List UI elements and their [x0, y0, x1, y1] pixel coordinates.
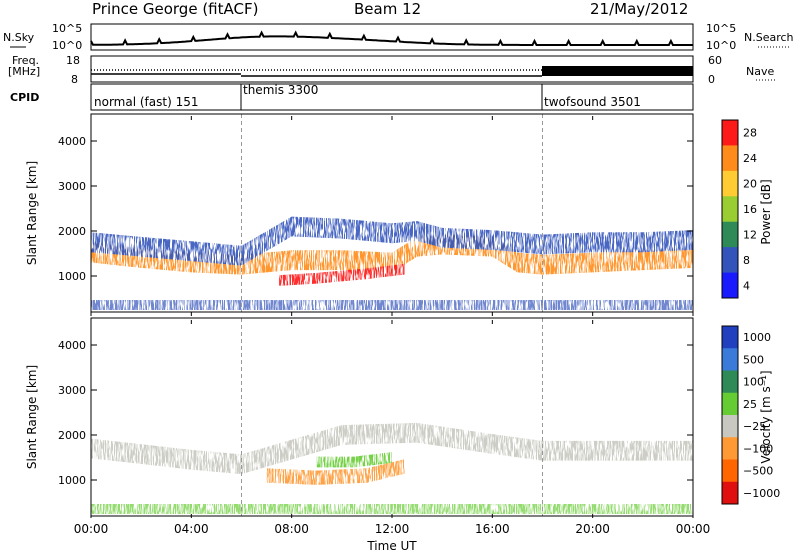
station-title: Prince George (fitACF): [92, 0, 258, 18]
velocity-ylabel: Slant Range [km]: [25, 365, 39, 469]
freq-label-1: Freq.: [12, 54, 39, 67]
cpid-normal: normal (fast) 151: [94, 95, 198, 109]
x-tick-label: 08:00: [274, 522, 309, 536]
x-tick-label: 04:00: [174, 522, 209, 536]
cpid-themis: themis 3300: [243, 83, 318, 97]
velocity-colorbar-swatch: [722, 459, 738, 483]
noise-tick-bottom-left: 10^0: [52, 39, 82, 52]
power-colorbar-swatch: [722, 196, 738, 223]
y-tick-label: 4000: [58, 135, 86, 148]
noise-tick-top-right: 10^5: [706, 22, 736, 35]
power-colorbar-swatch: [722, 272, 738, 299]
x-axis-label: Time UT: [366, 539, 417, 553]
velocity-colorbar: 1000 500 100 25 −25 −100 −500 −1000: [721, 325, 780, 505]
cpid-label: CPID: [10, 91, 39, 104]
y-tick-label: 1000: [58, 270, 86, 283]
velocity-colorbar-swatch: [722, 415, 738, 438]
power-colorbar-tick: 24: [743, 152, 757, 165]
power-plot-area: [91, 114, 693, 312]
freq-tick-18: 18: [66, 54, 80, 67]
power-colorbar-tick: 16: [743, 203, 757, 216]
velocity-colorbar-tick: 1000: [743, 331, 771, 344]
velocity-colorbar-label: Velocity [m s⁻¹]: [759, 370, 773, 463]
date-title: 21/May/2012: [590, 0, 688, 18]
power-colorbar-tick: 20: [743, 178, 757, 191]
velocity-colorbar-swatch: [722, 392, 738, 416]
velocity-colorbar-tick: 500: [743, 353, 764, 366]
power-colorbar-swatch: [722, 170, 738, 197]
power-ylabel: Slant Range [km]: [25, 161, 39, 265]
power-colorbar-tick: 4: [743, 279, 750, 292]
noise-tick-top-left: 10^5: [52, 22, 82, 35]
freq-strip: Freq. [MHz] 18 8 60 0 Nave: [8, 54, 776, 86]
velocity-colorbar-swatch: [722, 370, 738, 394]
y-tick-label: 2000: [58, 429, 86, 442]
freq-label-2: [MHz]: [8, 65, 40, 78]
power-colorbar-swatch: [722, 120, 738, 146]
velocity-colorbar-swatch: [722, 437, 738, 460]
velocity-panel: Slant Range [km] 1000 2000 3000 4000 1000 50…: [25, 317, 780, 517]
velocity-band-2: [316, 452, 392, 468]
beam-title: Beam 12: [354, 0, 421, 18]
velocity-plot-area: [91, 318, 693, 516]
power-band-1: [91, 216, 693, 266]
power-colorbar-label: Power [dB]: [759, 179, 773, 244]
noise-tick-bottom-right: 10^0: [706, 39, 736, 52]
velocity-colorbar-tick: −1000: [743, 487, 780, 500]
nsky-label: N.Sky: [3, 31, 35, 44]
power-colorbar-swatch: [722, 221, 738, 248]
freq-tick-8: 8: [71, 73, 78, 86]
nsearch-label: N.Search: [744, 31, 794, 44]
x-tick-label: 00:00: [74, 522, 109, 536]
velocity-colorbar-swatch: [722, 348, 738, 371]
nave-block-twofsound: [542, 66, 693, 76]
velocity-colorbar-tick: 100: [743, 376, 764, 389]
x-tick-label: 00:00: [676, 522, 711, 536]
y-tick-label: 3000: [58, 384, 86, 397]
power-colorbar-swatch: [722, 247, 738, 274]
velocity-band-1: [266, 459, 405, 485]
x-axis: 00:00 04:00 08:00 12:00 16:00 20:00 00:00: [74, 116, 711, 536]
velocity-colorbar-tick: 25: [743, 398, 757, 411]
power-colorbar-tick: 8: [743, 254, 750, 267]
power-colorbar-tick: 28: [743, 127, 757, 140]
velocity-colorbar-tick: −25: [743, 420, 766, 433]
noise-strip: N.Sky 10^5 10^0 10^5 10^0 N.Search: [3, 22, 794, 52]
x-tick-label: 12:00: [375, 522, 410, 536]
power-colorbar-tick: 12: [743, 228, 757, 241]
nave-tick-0: 0: [708, 73, 715, 86]
cpid-strip: CPID normal (fast) 151 themis 3300 twofs…: [10, 83, 694, 111]
y-tick-label: 1000: [58, 474, 86, 487]
nave-label: Nave: [746, 65, 774, 78]
velocity-colorbar-swatch: [722, 326, 738, 349]
velocity-colorbar-swatch: [722, 481, 738, 505]
power-colorbar: 28 24 20 16 12 8 4: [721, 119, 757, 299]
velocity-colorbar-tick: −100: [743, 442, 773, 455]
nsky-trace: [90, 30, 693, 46]
x-tick-label: 20:00: [575, 522, 610, 536]
nave-tick-60: 60: [708, 54, 722, 67]
y-tick-label: 2000: [58, 225, 86, 238]
y-tick-label: 3000: [58, 180, 86, 193]
power-band-2: [279, 263, 405, 286]
cpid-twofsound: twofsound 3501: [544, 95, 641, 109]
power-panel: Slant Range [km] 1000 2000 3000 4000 28 24 20…: [25, 113, 773, 313]
y-tick-label: 4000: [58, 339, 86, 352]
velocity-colorbar-tick: −500: [743, 465, 773, 478]
power-colorbar-swatch: [722, 145, 738, 172]
x-tick-label: 16:00: [475, 522, 510, 536]
